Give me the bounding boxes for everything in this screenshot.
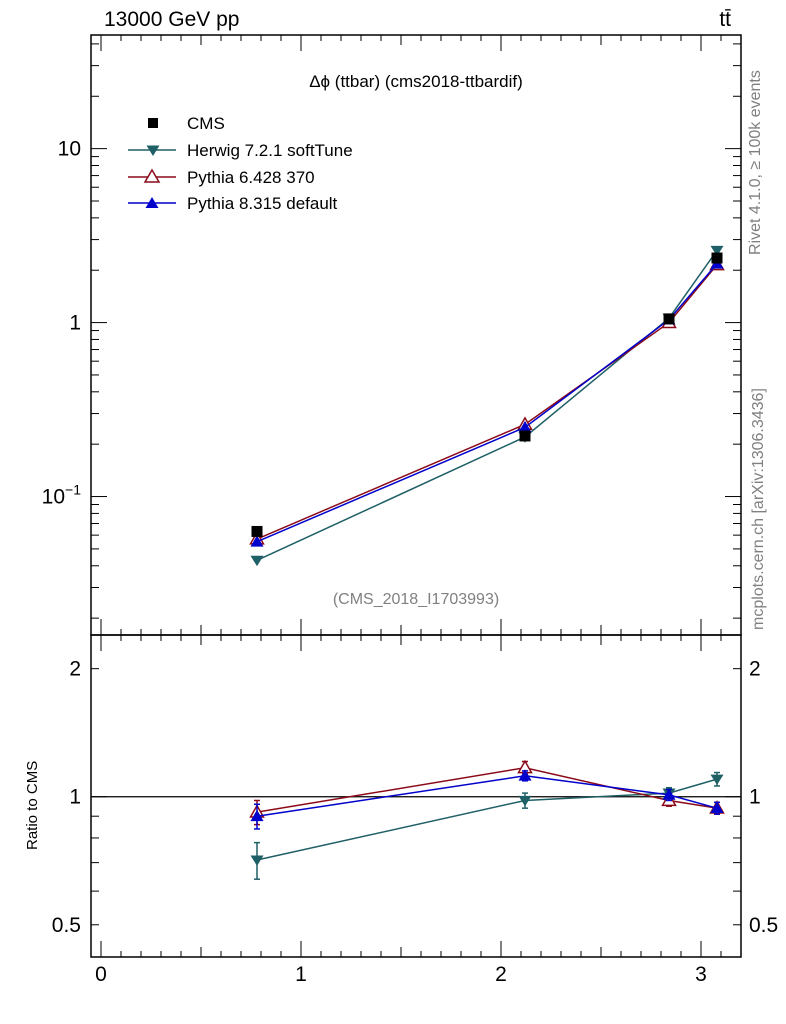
legend-entry-cms: CMS (148, 114, 225, 133)
main-line-herwig-7-2-1-softtune (256, 249, 718, 561)
main-x-ticks (100, 35, 742, 635)
ratio-right-tick-label: 0.5 (749, 914, 778, 937)
legend-entry-pythia8: Pythia 8.315 default (128, 194, 338, 213)
x-tick-label: 3 (695, 963, 707, 986)
ratio-x-ticks: 0 1 2 3 (95, 635, 742, 986)
main-point-herwig-7-2-1-softtune (710, 245, 724, 257)
main-point-cms (663, 313, 675, 325)
main-point-pythia-8-315-default (250, 535, 264, 547)
main-series (249, 245, 725, 567)
energy-label: 13000 GeV pp (104, 8, 239, 31)
mcplots-label: mcplots.cern.ch [arXiv:1306.3436] (750, 388, 767, 630)
main-panel: 10−1 1 10 Δϕ (ttbar) (cms2018-ttbardif) (C… (42, 34, 742, 636)
process-label: tt̄ (719, 8, 731, 31)
ratio-y-axis-label: Ratio to CMS (24, 761, 41, 850)
ratio-point-pythia-8-315-default (518, 769, 532, 781)
legend-label-cms: CMS (187, 114, 225, 133)
ratio-right-tick-label: 1 (749, 786, 761, 809)
legend-marker-cms (148, 118, 158, 128)
legend-entry-herwig: Herwig 7.2.1 softTune (128, 141, 353, 160)
ratio-line-herwig-7-2-1-softtune (256, 778, 718, 861)
ratio-panel: 0.5 0.5 1 1 2 2 0 1 2 3 Ratio to CMS (24, 634, 778, 986)
ratio-tick-label: 2 (69, 658, 81, 681)
ratio-point-pythia-8-315-default (662, 788, 676, 800)
legend-label-pythia8: Pythia 8.315 default (187, 194, 338, 213)
legend-entry-pythia6: Pythia 6.428 370 (128, 168, 315, 187)
legend-marker-herwig (146, 145, 160, 156)
ratio-right-tick-label: 2 (749, 658, 761, 681)
ratio-point-pythia-8-315-default (250, 809, 264, 822)
main-y-ticks: 10−1 1 10 (42, 43, 741, 619)
legend-marker-pythia8 (145, 197, 159, 208)
x-tick-label: 0 (95, 963, 107, 986)
ratio-point-herwig-7-2-1-softtune (250, 855, 264, 866)
main-tick-label: 10 (58, 138, 81, 161)
ratio-line-pythia-6-428-370 (256, 766, 718, 813)
ratio-point-herwig-7-2-1-softtune (710, 774, 724, 785)
main-point-cms (519, 430, 531, 442)
chart-title: Δϕ (ttbar) (cms2018-ttbardif) (309, 72, 523, 91)
ratio-frame (90, 634, 742, 958)
legend-marker-pythia6 (143, 168, 161, 183)
legend-label-pythia6: Pythia 6.428 370 (187, 168, 315, 187)
main-tick-label: 10−1 (42, 482, 82, 509)
x-tick-label: 1 (295, 963, 307, 986)
main-point-pythia-8-315-default (518, 420, 532, 433)
ratio-point-herwig-7-2-1-softtune (518, 795, 532, 807)
ratio-y-ticks: 0.5 0.5 1 1 2 2 (52, 658, 778, 937)
legend: CMS Herwig 7.2.1 softTune Pythia 6.428 3… (128, 114, 353, 213)
main-line-pythia-6-428-370 (256, 264, 718, 540)
ratio-point-pythia-8-315-default (710, 801, 724, 814)
ratio-tick-label: 0.5 (52, 914, 81, 937)
legend-label-herwig: Herwig 7.2.1 softTune (187, 141, 353, 160)
x-tick-label: 2 (495, 963, 507, 986)
main-point-cms (711, 252, 723, 264)
ratio-line-pythia-8-315-default (256, 775, 718, 817)
ratio-tick-label: 1 (69, 786, 81, 809)
analysis-id: (CMS_2018_I1703993) (333, 591, 499, 608)
main-point-herwig-7-2-1-softtune (250, 555, 264, 567)
main-line-pythia-8-315-default (256, 263, 718, 543)
ratio-series (249, 759, 725, 880)
rivet-version-label: Rivet 4.1.0, ≥ 100k events (747, 70, 764, 255)
main-tick-label: 1 (69, 312, 81, 335)
main-point-cms (251, 525, 263, 537)
